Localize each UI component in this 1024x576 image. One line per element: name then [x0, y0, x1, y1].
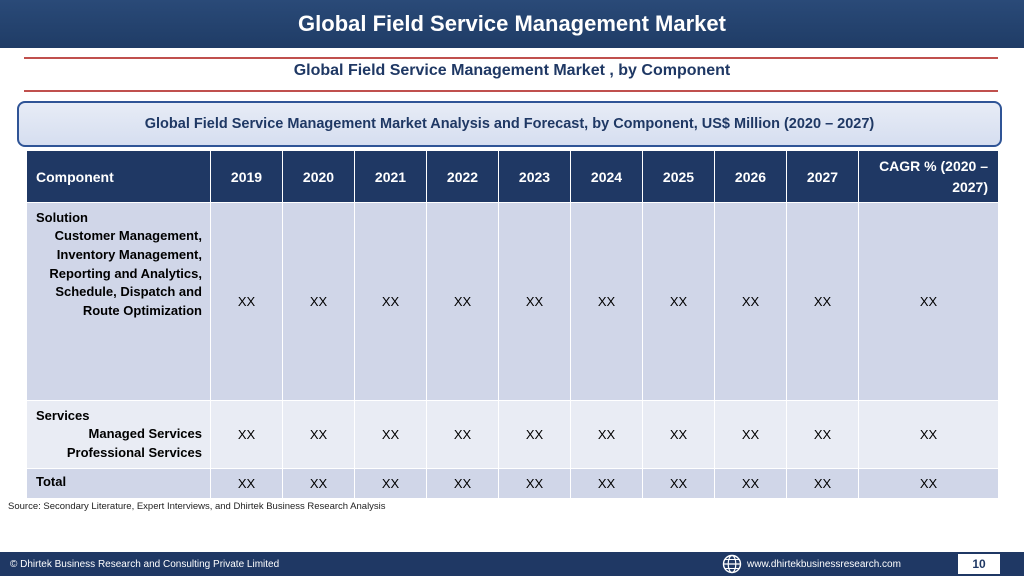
value-cell: XX	[282, 202, 355, 401]
column-header: 2022	[426, 150, 499, 203]
value-cell: XX	[786, 202, 859, 401]
value-cell: XX	[642, 400, 715, 469]
website-link[interactable]: www.dhirtekbusinessresearch.com	[747, 558, 901, 570]
table-caption-banner: Global Field Service Management Market A…	[17, 101, 1002, 147]
value-cell: XX	[642, 467, 715, 499]
column-header: 2026	[714, 150, 787, 203]
divider-top	[24, 57, 998, 59]
value-cell: XX	[210, 467, 283, 499]
value-cell: XX	[354, 400, 427, 469]
segment-item: Professional Services	[66, 444, 202, 460]
value-cell: XX	[498, 467, 571, 499]
globe-icon	[722, 554, 742, 574]
value-cell: XX	[858, 400, 999, 469]
segment-label: Services	[36, 408, 90, 423]
table-row-solution: Solution Customer Management, Inventory …	[26, 202, 999, 401]
segment-item: Customer Management,	[54, 228, 202, 243]
market-table: Component 2019 2020 2021 2022 2023 2024 …	[26, 150, 999, 499]
value-cell: XX	[426, 202, 499, 401]
value-cell: XX	[570, 202, 643, 401]
slide-title: Global Field Service Management Market	[298, 11, 726, 36]
divider-bottom	[24, 90, 998, 92]
segment-item: Schedule, Dispatch and Route Optimizatio…	[55, 284, 202, 319]
segment-label: Solution	[36, 210, 88, 225]
column-header: Component	[26, 150, 211, 203]
value-cell: XX	[354, 467, 427, 499]
value-cell: XX	[642, 202, 715, 401]
segment-item: Managed Services	[88, 426, 202, 441]
copyright-text: © Dhirtek Business Research and Consulti…	[10, 558, 280, 570]
column-header: 2025	[642, 150, 715, 203]
value-cell: XX	[210, 202, 283, 401]
table-caption: Global Field Service Management Market A…	[144, 116, 875, 132]
column-header: 2023	[498, 150, 571, 203]
column-header: 2027	[786, 150, 859, 203]
table-row-services: Services Managed Services Professional S…	[26, 400, 999, 469]
value-cell: XX	[714, 202, 787, 401]
footer-bar: © Dhirtek Business Research and Consulti…	[0, 552, 1024, 576]
segment-cell: Services Managed Services Professional S…	[26, 400, 211, 469]
segment-label: Total	[36, 473, 67, 489]
value-cell: XX	[714, 467, 787, 499]
value-cell: XX	[858, 467, 999, 499]
segment-cell: Total	[26, 467, 211, 499]
page-number: 10	[958, 554, 1000, 574]
value-cell: XX	[786, 467, 859, 499]
table-header-row: Component 2019 2020 2021 2022 2023 2024 …	[26, 150, 999, 203]
column-header: 2021	[354, 150, 427, 203]
value-cell: XX	[498, 400, 571, 469]
header-bar: Global Field Service Management Market	[0, 0, 1024, 48]
value-cell: XX	[426, 400, 499, 469]
value-cell: XX	[858, 202, 999, 401]
slide-subtitle: Global Field Service Management Market ,…	[293, 62, 731, 79]
value-cell: XX	[282, 400, 355, 469]
column-header: 2020	[282, 150, 355, 203]
source-note: Source: Secondary Literature, Expert Int…	[8, 501, 386, 512]
value-cell: XX	[714, 400, 787, 469]
column-header: 2024	[570, 150, 643, 203]
value-cell: XX	[354, 202, 427, 401]
table-row-total: Total XX XX XX XX XX XX XX XX XX XX	[26, 467, 999, 499]
value-cell: XX	[498, 202, 571, 401]
segment-item: Reporting and Analytics,	[49, 265, 202, 281]
column-header-cagr: CAGR % (2020 – 2027)	[858, 150, 999, 203]
value-cell: XX	[570, 400, 643, 469]
value-cell: XX	[570, 467, 643, 499]
segment-item: Inventory Management,	[56, 246, 202, 262]
value-cell: XX	[426, 467, 499, 499]
value-cell: XX	[786, 400, 859, 469]
segment-cell: Solution Customer Management, Inventory …	[26, 202, 211, 401]
value-cell: XX	[282, 467, 355, 499]
column-header: 2019	[210, 150, 283, 203]
value-cell: XX	[210, 400, 283, 469]
